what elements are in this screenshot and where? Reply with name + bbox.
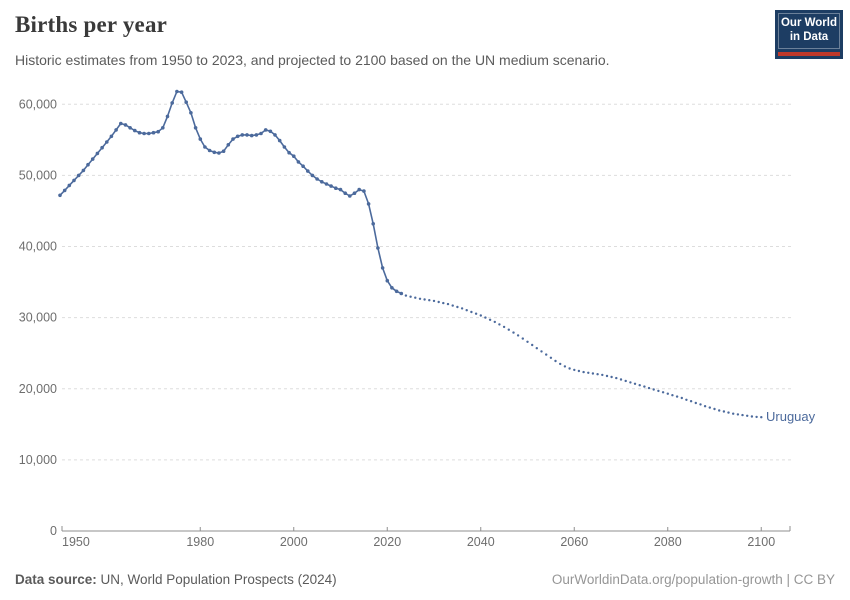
x-tick-label: 2000 [280, 535, 308, 549]
y-tick-label: 30,000 [19, 311, 57, 325]
page-title: Births per year [15, 12, 168, 37]
x-tick-label: 1950 [62, 535, 90, 549]
x-tick-label: 2080 [654, 535, 682, 549]
y-gridlines [62, 103, 793, 461]
owid-logo-line1: Our World [780, 17, 837, 29]
x-tick-label: 1980 [186, 535, 214, 549]
data-source-label: Data source: [15, 572, 97, 587]
y-tick-label: 0 [50, 524, 57, 538]
owid-credit-link[interactable]: OurWorldinData.org/population-growth | C… [551, 572, 835, 587]
owid-logo-text: Our World in Data [778, 13, 840, 49]
chart-footer: Data source: UN, World Population Prospe… [15, 572, 835, 587]
owid-logo-accent-bar [778, 51, 840, 56]
x-axis: 1950 1980 2000 2020 2040 2060 2080 2100 [61, 526, 791, 549]
y-axis-labels: 0 10,000 20,000 30,000 40,000 50,000 60,000 [19, 97, 57, 538]
historic-line-markers [58, 89, 404, 296]
y-tick-label: 60,000 [19, 97, 57, 111]
x-tick-label: 2020 [373, 535, 401, 549]
x-tick-label: 2100 [747, 535, 775, 549]
y-tick-label: 20,000 [19, 382, 57, 396]
owid-logo-line2: in Data [789, 30, 829, 43]
y-tick-label: 40,000 [19, 240, 57, 254]
owid-logo[interactable]: Our World in Data [775, 10, 843, 59]
chart-subtitle: Historic estimates from 1950 to 2023, an… [15, 52, 610, 68]
y-tick-label: 10,000 [19, 453, 57, 467]
x-tick-label: 2040 [467, 535, 495, 549]
data-source-note: Data source: UN, World Population Prospe… [15, 572, 337, 587]
data-source-text: UN, World Population Prospects (2024) [96, 572, 337, 587]
historic-line [59, 90, 402, 295]
x-tick-label: 2060 [560, 535, 588, 549]
projection-dotted-line [404, 294, 763, 419]
entity-label-uruguay[interactable]: Uruguay [766, 409, 816, 424]
y-tick-label: 50,000 [19, 168, 57, 182]
